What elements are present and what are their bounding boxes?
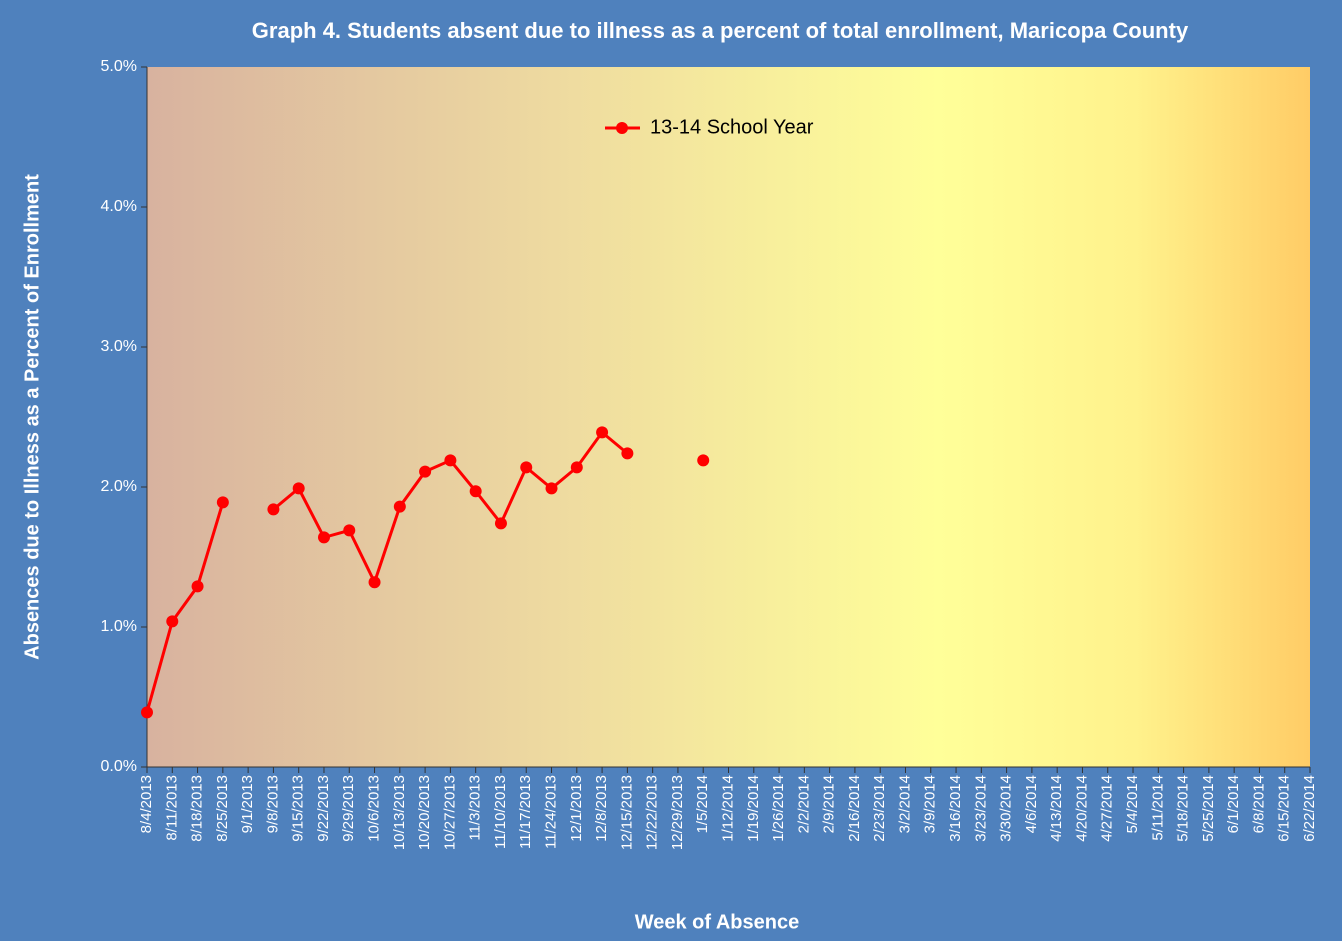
point [292, 482, 305, 495]
x-tick-label: 8/11/2013 [163, 775, 180, 841]
x-tick-label: 4/20/2014 [1073, 775, 1090, 842]
y-tick-label: 4.0% [101, 198, 137, 215]
x-tick-label: 10/6/2013 [366, 775, 383, 842]
x-tick-label: 3/30/2014 [998, 775, 1015, 842]
x-tick-label: 3/9/2014 [922, 775, 939, 833]
x-tick-label: 4/6/2014 [1023, 775, 1040, 833]
plot-area [147, 67, 1310, 767]
point [444, 454, 457, 467]
x-tick-label: 1/12/2014 [719, 775, 736, 842]
x-tick-label: 5/25/2014 [1200, 775, 1217, 842]
y-axis-label: Absences due to Illness as a Percent of … [21, 174, 43, 660]
x-tick-label: 6/1/2014 [1225, 775, 1242, 833]
x-tick-label: 10/20/2013 [416, 775, 433, 850]
point [520, 461, 533, 474]
x-tick-label: 2/16/2014 [846, 775, 863, 842]
point [216, 496, 229, 509]
point [596, 426, 609, 439]
x-tick-label: 10/27/2013 [441, 775, 458, 850]
legend-label: 13-14 School Year [650, 116, 814, 138]
x-tick-label: 5/18/2014 [1175, 775, 1192, 842]
point [393, 500, 406, 513]
point [166, 615, 179, 628]
point [368, 576, 381, 589]
x-tick-label: 8/25/2013 [214, 775, 231, 842]
point [191, 580, 204, 593]
point [621, 447, 634, 460]
x-tick-label: 4/27/2014 [1099, 775, 1116, 842]
legend-marker [616, 122, 628, 134]
x-tick-label: 5/4/2014 [1124, 775, 1141, 833]
x-tick-label: 6/22/2014 [1301, 775, 1318, 842]
x-tick-label: 11/10/2013 [492, 775, 509, 849]
x-tick-label: 9/29/2013 [340, 775, 357, 842]
x-tick-label: 11/17/2013 [517, 775, 534, 849]
point [545, 482, 558, 495]
x-tick-label: 9/15/2013 [290, 775, 307, 842]
x-tick-label: 12/29/2013 [669, 775, 686, 850]
point [267, 503, 280, 516]
x-tick-label: 2/23/2014 [871, 775, 888, 842]
y-tick-label: 1.0% [101, 618, 137, 635]
y-tick-label: 0.0% [101, 758, 137, 775]
y-tick-label: 3.0% [101, 338, 137, 355]
x-tick-label: 1/19/2014 [745, 775, 762, 842]
point [494, 517, 507, 530]
x-tick-label: 12/1/2013 [568, 775, 585, 842]
x-tick-label: 12/15/2013 [618, 775, 635, 850]
y-tick-label: 2.0% [101, 478, 137, 495]
y-tick-label: 5.0% [101, 58, 137, 75]
x-tick-label: 9/22/2013 [315, 775, 332, 842]
point [469, 485, 482, 498]
x-tick-label: 1/5/2014 [694, 775, 711, 833]
x-tick-label: 11/24/2013 [542, 775, 559, 849]
point [343, 524, 356, 537]
x-tick-label: 9/8/2013 [264, 775, 281, 833]
x-tick-label: 3/2/2014 [896, 775, 913, 833]
x-tick-label: 8/4/2013 [138, 775, 155, 833]
x-tick-label: 6/15/2014 [1276, 775, 1293, 842]
point [141, 706, 153, 719]
x-tick-label: 2/9/2014 [821, 775, 838, 833]
point [317, 531, 330, 544]
x-tick-label: 12/22/2013 [644, 775, 661, 850]
x-axis-label: Week of Absence [635, 911, 800, 933]
x-tick-label: 12/8/2013 [593, 775, 610, 842]
x-tick-label: 10/13/2013 [391, 775, 408, 850]
x-tick-label: 6/8/2014 [1250, 775, 1267, 833]
x-tick-label: 3/23/2014 [972, 775, 989, 842]
x-tick-label: 5/11/2014 [1149, 775, 1166, 841]
x-tick-label: 11/3/2013 [467, 775, 484, 841]
x-tick-label: 8/18/2013 [189, 775, 206, 842]
x-tick-label: 9/1/2013 [239, 775, 256, 833]
series-line [145, 501, 225, 713]
x-tick-label: 2/2/2014 [795, 775, 812, 833]
x-tick-label: 4/13/2014 [1048, 775, 1065, 842]
x-tick-label: 3/16/2014 [947, 775, 964, 842]
x-tick-label: 1/26/2014 [770, 775, 787, 842]
point [570, 461, 583, 474]
chart-title: Graph 4. Students absent due to illness … [252, 18, 1189, 43]
point [697, 454, 710, 467]
point [419, 465, 432, 478]
